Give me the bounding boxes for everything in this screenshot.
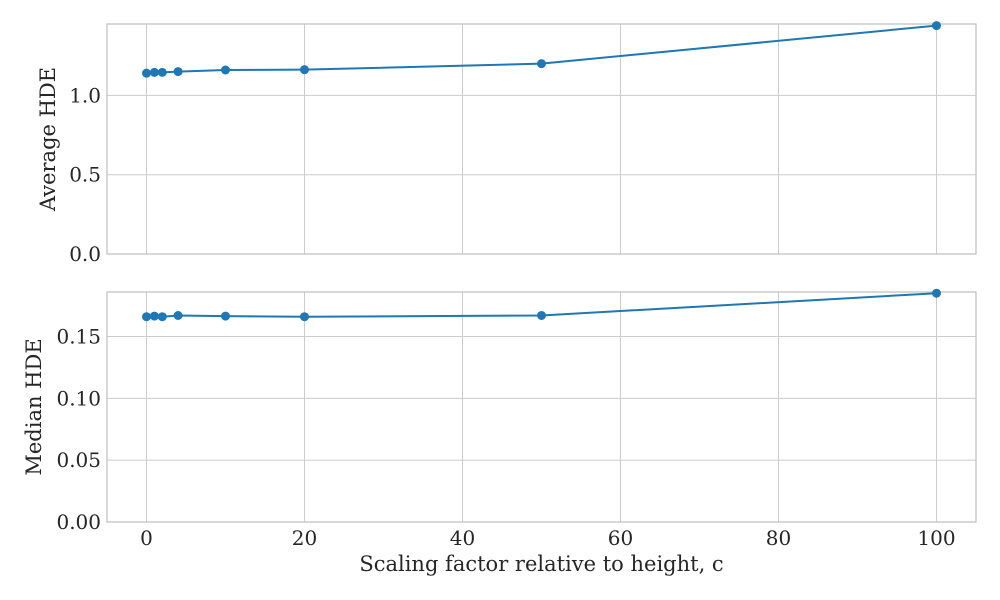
median-x-tick-label: 80 bbox=[766, 526, 791, 550]
avg-y-tick-label: 1.0 bbox=[69, 83, 101, 107]
avg-data-point bbox=[142, 68, 151, 78]
median-y-axis-label: Median HDE bbox=[22, 338, 46, 475]
avg-data-point bbox=[300, 65, 309, 75]
avg-y-axis-label: Average HDE bbox=[36, 67, 60, 212]
median-data-point bbox=[300, 312, 309, 322]
avg-data-point bbox=[932, 21, 941, 31]
median-data-point bbox=[537, 310, 546, 320]
median-x-tick-label: 0 bbox=[140, 526, 153, 550]
median-hde-panel: 0.00 0.05 0.10 0.15 0 20 40 60 80 100 Median HDE Sc… bbox=[22, 288, 977, 576]
median-data-point bbox=[221, 311, 230, 321]
median-x-tick-label: 20 bbox=[292, 526, 317, 550]
median-data-point bbox=[142, 312, 151, 322]
median-data-point bbox=[149, 311, 159, 321]
avg-data-point bbox=[157, 67, 167, 77]
avg-y-tick-label: 0.5 bbox=[69, 163, 101, 187]
median-data-point bbox=[932, 288, 941, 298]
median-x-axis-label: Scaling factor relative to height, c bbox=[359, 552, 723, 576]
average-hde-panel: 0.0 0.5 1.0 Average HDE bbox=[36, 21, 977, 266]
avg-plot-frame bbox=[106, 23, 977, 255]
avg-data-point bbox=[221, 65, 230, 75]
median-plot-frame bbox=[106, 291, 977, 523]
median-x-tick-label: 60 bbox=[608, 526, 633, 550]
avg-data-point bbox=[537, 59, 546, 69]
median-x-tick-label: 40 bbox=[450, 526, 475, 550]
median-data-point bbox=[157, 312, 167, 322]
avg-data-point bbox=[173, 67, 183, 77]
median-x-tick-label: 100 bbox=[917, 526, 955, 550]
median-y-tick-label: 0.05 bbox=[56, 448, 101, 472]
median-data-point bbox=[173, 310, 183, 320]
avg-y-tick-label: 0.0 bbox=[69, 242, 101, 266]
median-y-tick-label: 0.15 bbox=[56, 325, 101, 349]
avg-data-point bbox=[149, 67, 159, 77]
median-y-tick-label: 0.10 bbox=[56, 386, 101, 410]
median-y-tick-label: 0.00 bbox=[56, 510, 101, 534]
